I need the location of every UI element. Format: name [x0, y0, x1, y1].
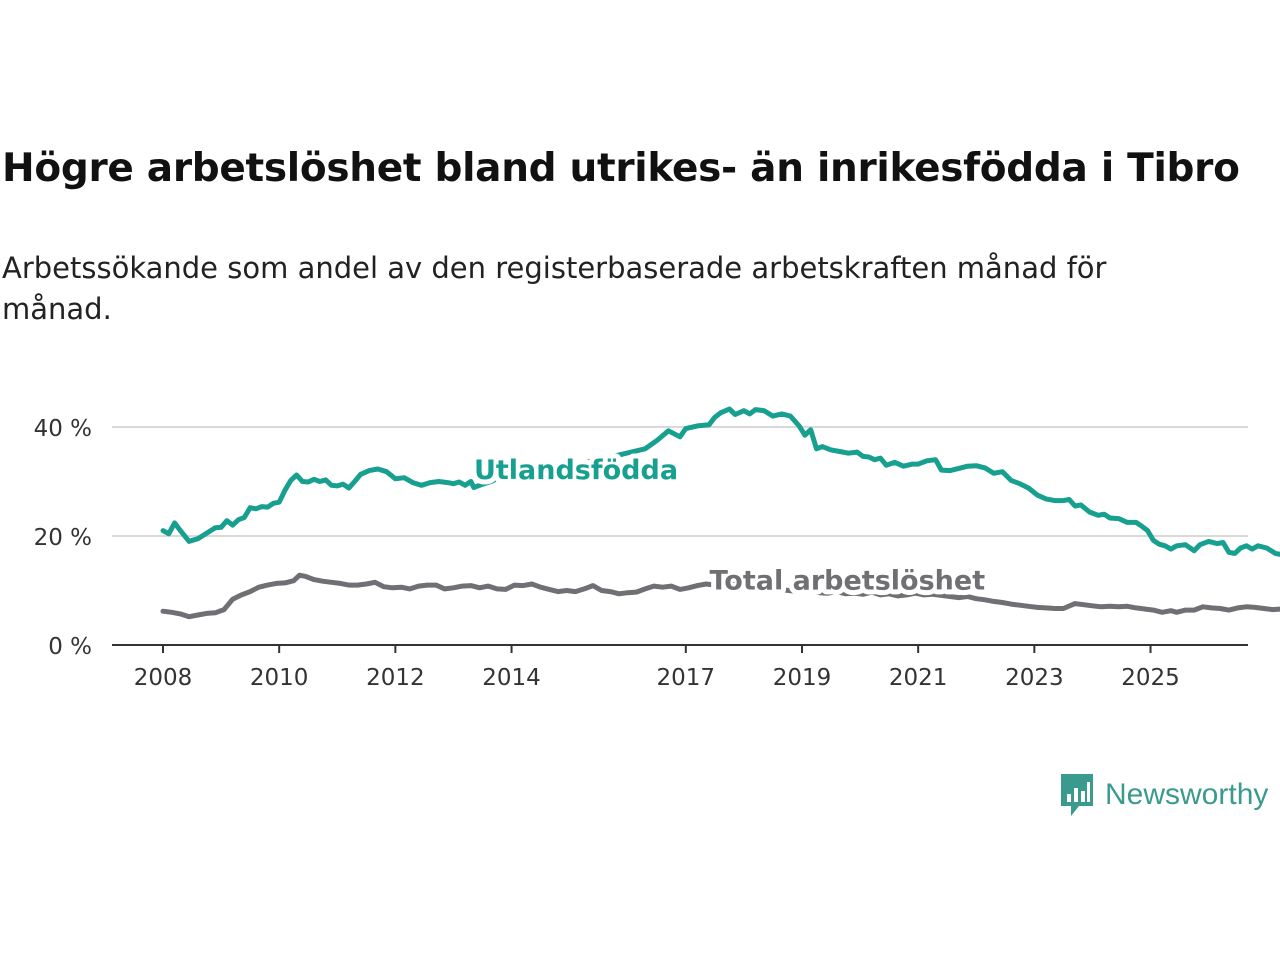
- x-tick-label: 2010: [250, 665, 309, 691]
- x-tick-label: 2023: [1005, 665, 1064, 691]
- y-axis-labels: 0 % 20 % 40 %: [34, 416, 92, 660]
- newsworthy-logo-icon: [1061, 774, 1093, 816]
- series-labels: 16,9 %Utlandsfödda6,6 %Total arbetslöshe…: [469, 450, 990, 602]
- x-tick-label: 2017: [657, 665, 716, 691]
- newsworthy-logo: Newsworthy: [1059, 772, 1268, 818]
- line-chart: 0 % 20 % 40 % 2008 2010 2012 2014 2017 2019 2021…: [34, 406, 1280, 691]
- series-line-total: [160, 572, 1280, 620]
- chart-subtitle: Arbetssökande som andel av den registerb…: [2, 251, 1107, 326]
- newsworthy-logo-text: Newsworthy: [1105, 778, 1269, 811]
- x-tick-label: 2012: [366, 665, 425, 691]
- x-tick-label: 2014: [482, 665, 541, 691]
- y-tick-label: 20 %: [34, 525, 92, 551]
- x-tick-label: 2021: [889, 665, 948, 691]
- x-tick-label: 2025: [1121, 665, 1180, 691]
- series-name-label: Utlandsfödda: [474, 455, 678, 486]
- y-tick-label: 40 %: [34, 416, 92, 442]
- series-name-label: Total arbetslöshet: [709, 565, 985, 596]
- series-lines: [160, 406, 1280, 620]
- chart-title: Högre arbetslöshet bland utrikes- än inr…: [2, 146, 1240, 191]
- x-tick-label: 2019: [773, 665, 832, 691]
- x-axis-ticks: 2008 2010 2012 2014 2017 2019 2021 2023 2025: [134, 645, 1180, 691]
- y-gridlines: [112, 426, 1248, 537]
- series-line-utlandsfodda: [160, 406, 1280, 557]
- x-tick-label: 2008: [134, 665, 193, 691]
- y-tick-label: 0 %: [48, 634, 92, 660]
